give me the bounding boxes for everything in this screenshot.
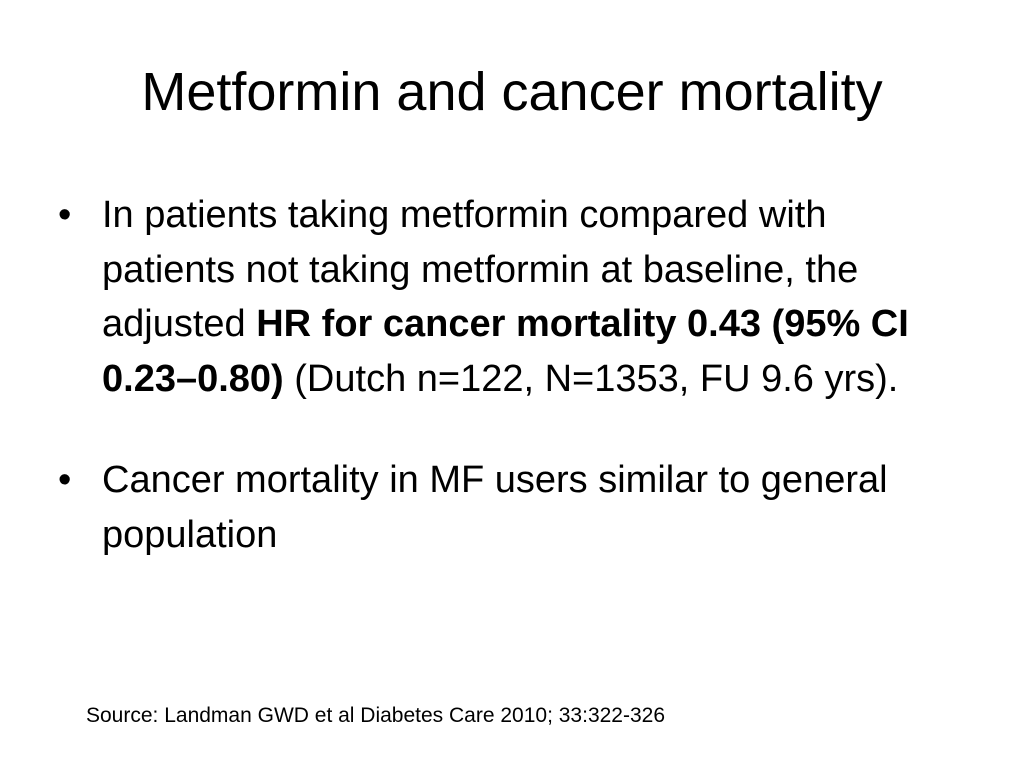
bullet-item-hr-finding: • In patients taking metformin compared … xyxy=(58,188,958,406)
bullet-text: In patients taking metformin compared wi… xyxy=(102,188,958,406)
bullet-item-general-population: • Cancer mortality in MF users similar t… xyxy=(58,453,958,562)
bullet-text-tail: (Dutch n=122, N=1353, FU 9.6 yrs). xyxy=(283,357,899,400)
bullet-dot-icon: • xyxy=(58,194,72,236)
bullet-text-emphasis: HR for cancer mortality 0.43 (95% CI 0.2… xyxy=(102,303,909,400)
bullet-text-lead: In patients taking metformin compared wi… xyxy=(102,194,859,345)
slide-title: Metformin and cancer mortality xyxy=(141,62,883,122)
bullet-list: • In patients taking metformin compared … xyxy=(58,188,958,562)
bullet-text: Cancer mortality in MF users similar to … xyxy=(102,459,888,556)
source-citation: Source: Landman GWD et al Diabetes Care … xyxy=(86,704,666,727)
bullet-dot-icon: • xyxy=(58,459,72,501)
